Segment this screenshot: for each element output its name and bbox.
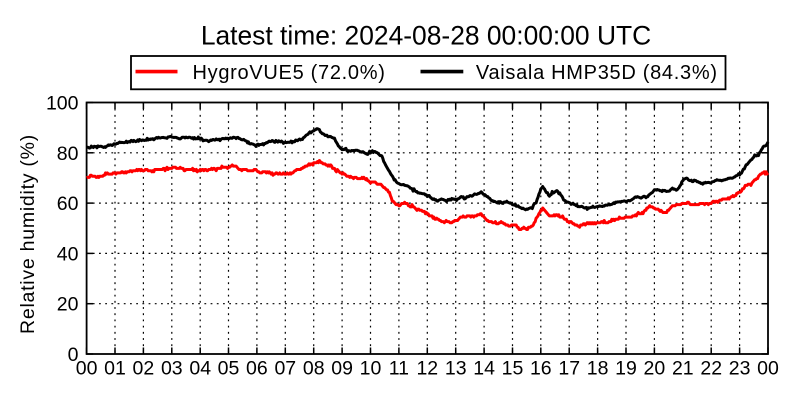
svg-text:13: 13 [445, 358, 467, 380]
svg-text:08: 08 [303, 358, 325, 380]
svg-text:03: 03 [161, 358, 183, 380]
svg-text:04: 04 [189, 358, 211, 380]
svg-text:12: 12 [416, 358, 438, 380]
svg-text:09: 09 [331, 358, 353, 380]
svg-text:07: 07 [274, 358, 296, 380]
svg-text:00: 00 [76, 358, 98, 380]
svg-text:Latest time: 2024-08-28 00:00:: Latest time: 2024-08-28 00:00:00 UTC [201, 20, 651, 50]
svg-text:11: 11 [389, 358, 409, 380]
svg-text:17: 17 [558, 358, 580, 380]
svg-text:0: 0 [68, 344, 79, 366]
svg-text:00: 00 [757, 358, 779, 380]
svg-text:Vaisala HMP35D (84.3%): Vaisala HMP35D (84.3%) [476, 62, 718, 84]
svg-text:100: 100 [46, 93, 79, 115]
svg-text:06: 06 [246, 358, 268, 380]
svg-text:15: 15 [502, 358, 524, 380]
svg-text:16: 16 [530, 358, 552, 380]
svg-text:02: 02 [133, 358, 155, 380]
svg-text:23: 23 [729, 358, 751, 380]
svg-text:01: 01 [104, 358, 126, 380]
svg-text:60: 60 [57, 193, 79, 215]
svg-text:05: 05 [218, 358, 240, 380]
svg-text:21: 21 [672, 358, 694, 380]
svg-text:80: 80 [57, 143, 79, 165]
svg-text:HygroVUE5 (72.0%): HygroVUE5 (72.0%) [193, 62, 386, 84]
svg-text:14: 14 [473, 358, 495, 380]
svg-text:Relative humidity (%): Relative humidity (%) [17, 134, 39, 334]
svg-text:18: 18 [587, 358, 609, 380]
svg-text:40: 40 [57, 243, 79, 265]
svg-text:20: 20 [57, 294, 79, 316]
svg-text:22: 22 [700, 358, 722, 380]
svg-text:10: 10 [360, 358, 382, 380]
svg-text:19: 19 [615, 358, 637, 380]
svg-text:20: 20 [644, 358, 666, 380]
